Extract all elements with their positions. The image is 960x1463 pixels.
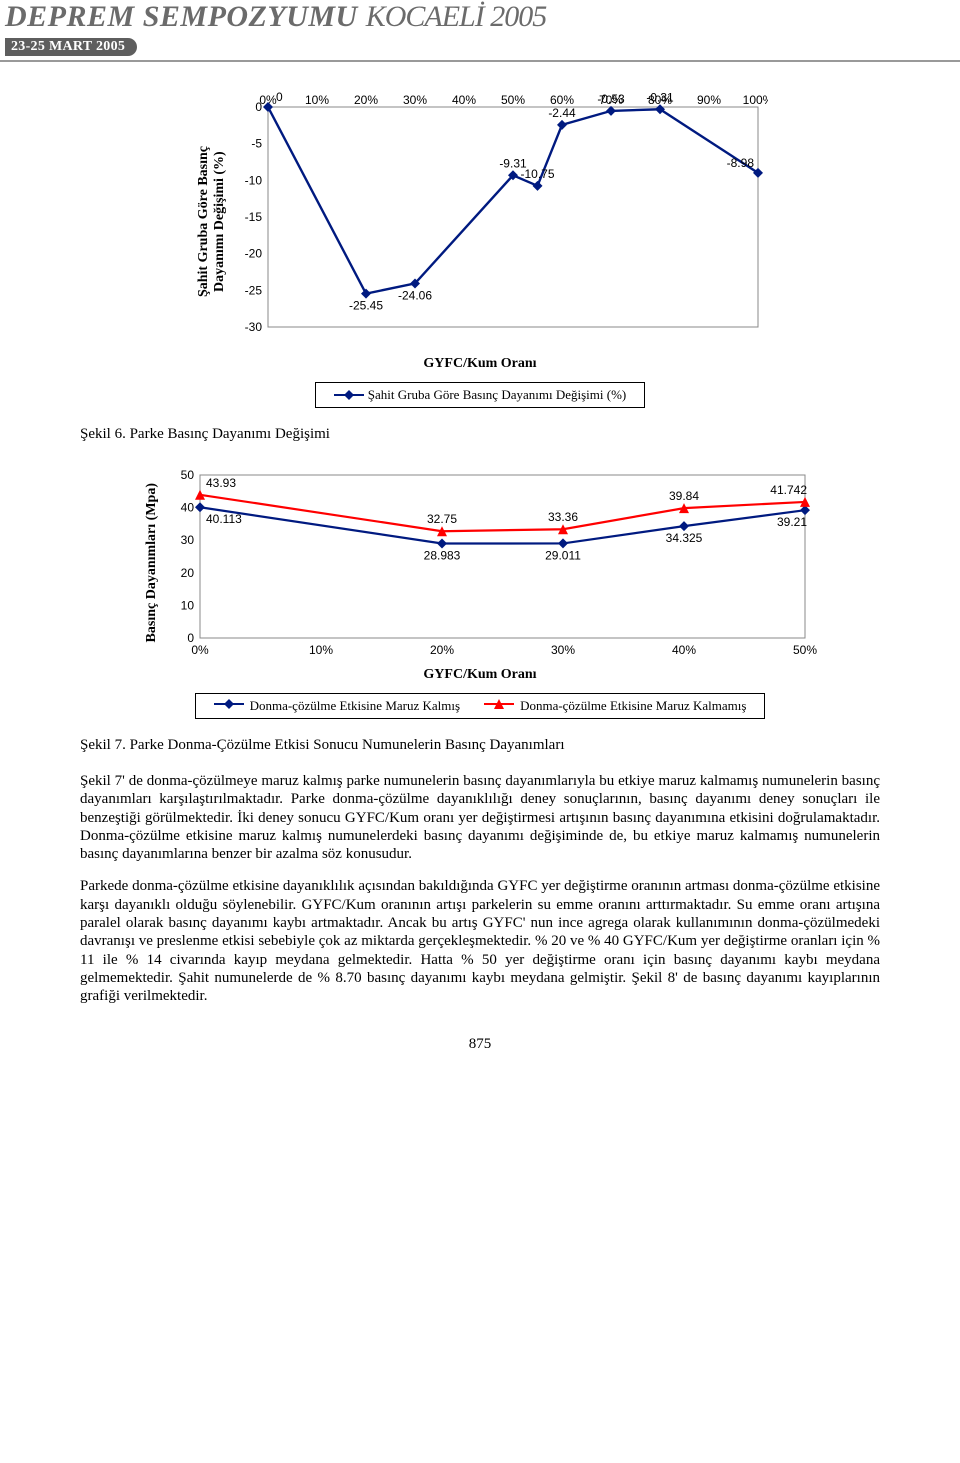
svg-text:28.983: 28.983 bbox=[424, 549, 461, 563]
chart1-legend: Şahit Gruba Göre Basınç Dayanımı Değişim… bbox=[315, 382, 646, 408]
svg-text:-2.44: -2.44 bbox=[548, 106, 576, 120]
svg-text:29.011: 29.011 bbox=[545, 548, 581, 562]
svg-text:40: 40 bbox=[181, 501, 195, 515]
chart2-svg: 010203040500%10%20%30%40%50%40.11328.983… bbox=[160, 463, 820, 663]
svg-text:30: 30 bbox=[181, 533, 195, 547]
svg-text:41.742: 41.742 bbox=[770, 483, 807, 497]
figure-6-caption: Şekil 6. Parke Basınç Dayanımı Değişimi bbox=[80, 426, 880, 443]
header-main: DEPREM SEMPOZYUMU bbox=[5, 0, 358, 33]
svg-text:50: 50 bbox=[181, 468, 195, 482]
svg-text:30%: 30% bbox=[551, 643, 575, 657]
svg-text:30%: 30% bbox=[403, 93, 427, 107]
svg-text:90%: 90% bbox=[697, 93, 721, 107]
svg-text:-10: -10 bbox=[245, 173, 263, 187]
svg-text:39.84: 39.84 bbox=[669, 489, 699, 503]
svg-text:0%: 0% bbox=[191, 643, 209, 657]
svg-text:32.75: 32.75 bbox=[427, 512, 457, 526]
svg-text:10%: 10% bbox=[309, 643, 333, 657]
header-date: 23-25 MART 2005 bbox=[5, 38, 137, 56]
paragraph-1: Şekil 7' de donma-çözülmeye maruz kalmış… bbox=[80, 772, 880, 863]
chart1-svg: 0-5-10-15-20-25-300%10%20%30%40%50%60%70… bbox=[228, 92, 768, 352]
svg-text:10: 10 bbox=[181, 598, 195, 612]
svg-text:-8.98: -8.98 bbox=[727, 156, 755, 170]
conference-header: DEPREM SEMPOZYUMU KOCAELİ 2005 23-25 MAR… bbox=[0, 0, 960, 62]
svg-text:34.325: 34.325 bbox=[666, 531, 703, 545]
chart2-xlabel: GYFC/Kum Oranı bbox=[423, 667, 536, 683]
chart2-legend: Donma-çözülme Etkisine Maruz KalmışDonma… bbox=[195, 693, 766, 719]
svg-text:50%: 50% bbox=[793, 643, 817, 657]
svg-text:-20: -20 bbox=[245, 247, 263, 261]
chart-1: Şahit Gruba Göre BasınçDayanımı Değişimi… bbox=[80, 92, 880, 408]
svg-text:-0.31: -0.31 bbox=[646, 92, 674, 104]
svg-text:-15: -15 bbox=[245, 210, 263, 224]
svg-text:-0.53: -0.53 bbox=[597, 92, 625, 106]
svg-text:-24.06: -24.06 bbox=[398, 288, 432, 302]
svg-text:20%: 20% bbox=[430, 643, 454, 657]
svg-text:40%: 40% bbox=[672, 643, 696, 657]
svg-text:-30: -30 bbox=[245, 320, 263, 334]
svg-text:33.36: 33.36 bbox=[548, 510, 578, 524]
svg-text:10%: 10% bbox=[305, 93, 329, 107]
svg-text:39.21: 39.21 bbox=[777, 515, 807, 529]
chart1-ylabel: Şahit Gruba Göre BasınçDayanımı Değişimi… bbox=[192, 146, 228, 297]
svg-text:40%: 40% bbox=[452, 93, 476, 107]
svg-text:-25.45: -25.45 bbox=[349, 299, 383, 313]
svg-text:-25: -25 bbox=[245, 283, 263, 297]
paragraph-2: Parkede donma-çözülme etkisine dayanıklı… bbox=[80, 877, 880, 1005]
svg-text:43.93: 43.93 bbox=[206, 476, 236, 490]
header-city: KOCAELİ 2005 bbox=[366, 0, 547, 33]
chart2-ylabel: Basınç Dayanımları (Mpa) bbox=[140, 483, 160, 642]
chart1-xlabel: GYFC/Kum Oranı bbox=[423, 356, 536, 372]
svg-text:50%: 50% bbox=[501, 93, 525, 107]
svg-text:-5: -5 bbox=[251, 137, 262, 151]
svg-text:60%: 60% bbox=[550, 93, 574, 107]
svg-text:20: 20 bbox=[181, 566, 195, 580]
page-number: 875 bbox=[80, 1036, 880, 1053]
svg-text:100%: 100% bbox=[743, 93, 768, 107]
svg-text:0: 0 bbox=[276, 92, 283, 104]
svg-text:40.113: 40.113 bbox=[206, 512, 242, 526]
svg-text:20%: 20% bbox=[354, 93, 378, 107]
svg-text:-10.75: -10.75 bbox=[520, 167, 554, 181]
figure-7-caption: Şekil 7. Parke Donma-Çözülme Etkisi Sonu… bbox=[80, 737, 880, 754]
chart-2: Basınç Dayanımları (Mpa) 010203040500%10… bbox=[80, 463, 880, 719]
